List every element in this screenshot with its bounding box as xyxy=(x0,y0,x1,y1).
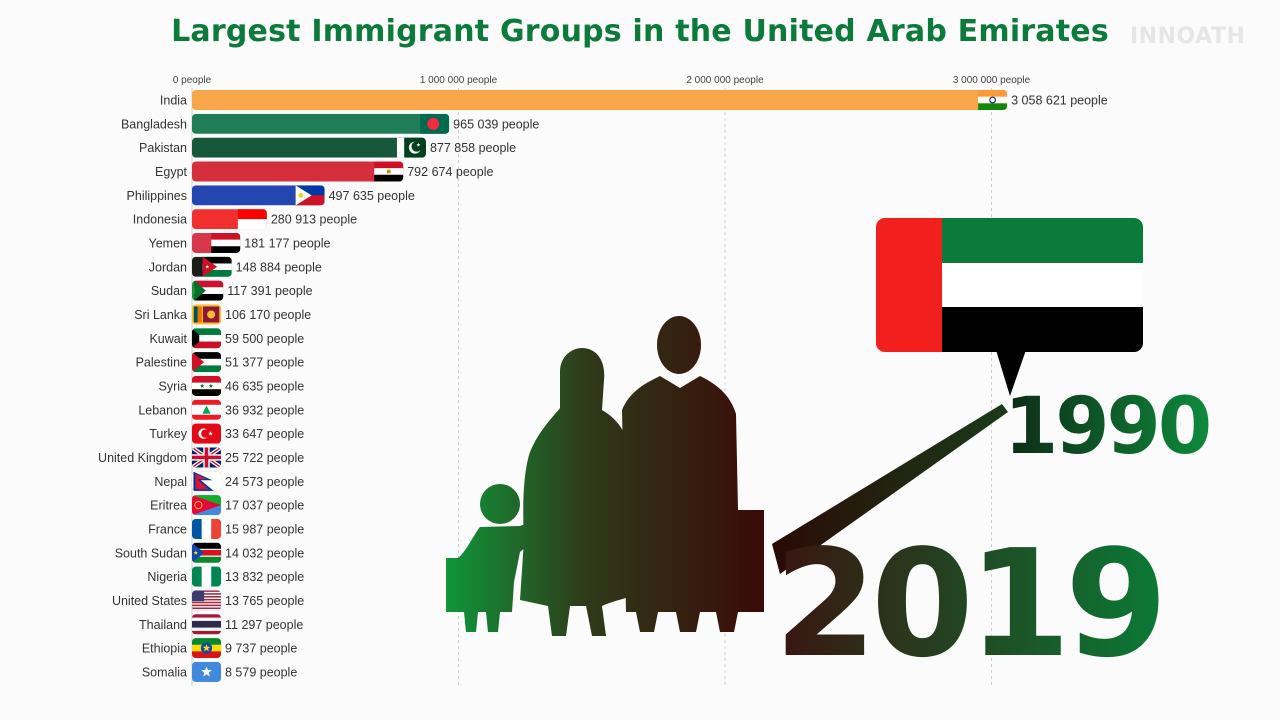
category-label: Somalia xyxy=(142,665,187,679)
connector-line xyxy=(772,404,1008,574)
category-label: Sudan xyxy=(151,284,187,298)
somalia-flag xyxy=(192,661,221,682)
category-label: Eritrea xyxy=(150,499,187,513)
category-label: India xyxy=(160,94,187,108)
category-label: South Sudan xyxy=(115,546,187,560)
year-current-label: 2019 xyxy=(774,518,1168,690)
philippines-flag xyxy=(295,185,325,206)
thailand-flag xyxy=(192,614,221,635)
category-label: Palestine xyxy=(136,356,187,370)
nepal-flag xyxy=(192,471,221,492)
category-label: Turkey xyxy=(149,427,187,441)
syria-flag xyxy=(192,375,221,396)
x-tick-label: 3 000 000 people xyxy=(953,75,1031,86)
value-label: 13 832 people xyxy=(225,570,304,584)
category-label: United Kingdom xyxy=(98,451,187,465)
eritrea-flag xyxy=(192,495,221,516)
category-label: Yemen xyxy=(149,236,188,250)
category-label: Egypt xyxy=(155,165,187,179)
value-label: 148 884 people xyxy=(236,260,322,274)
value-label: 497 635 people xyxy=(329,189,415,203)
category-label: Jordan xyxy=(149,260,187,274)
bar xyxy=(192,161,404,182)
value-label: 117 391 people xyxy=(227,284,312,298)
value-label: 15 987 people xyxy=(225,522,304,536)
x-axis-ticks: 0 people 1 000 000 people 2 000 000 people… xyxy=(173,75,1031,86)
turkey-flag xyxy=(192,423,221,444)
bar xyxy=(192,185,325,206)
south-sudan-flag xyxy=(192,542,221,563)
palestine-flag xyxy=(192,352,221,373)
value-label: 877 858 people xyxy=(430,141,516,155)
value-label: 36 932 people xyxy=(225,403,304,417)
france-flag xyxy=(192,518,221,539)
chart-title: Largest Immigrant Groups in the United A… xyxy=(171,14,1109,49)
jordan-flag xyxy=(202,256,232,277)
bar xyxy=(192,113,450,134)
uae-flag-icon xyxy=(876,218,1143,396)
kuwait-flag xyxy=(192,328,221,349)
category-label: Syria xyxy=(159,379,188,393)
category-label: Sri Lanka xyxy=(134,308,187,322)
value-label: 3 058 621 people xyxy=(1011,94,1108,108)
india-flag xyxy=(978,90,1008,110)
category-label: United States xyxy=(112,594,187,608)
sudan-flag xyxy=(194,280,224,301)
value-label: 181 177 people xyxy=(244,236,330,250)
value-label: 106 170 people xyxy=(225,308,311,322)
indonesia-flag xyxy=(237,209,267,230)
category-label: Philippines xyxy=(127,189,187,203)
value-label: 11 297 people xyxy=(225,618,303,632)
category-label: Ethiopia xyxy=(142,642,187,656)
value-label: 792 674 people xyxy=(407,165,493,179)
category-label: Nigeria xyxy=(147,570,187,584)
speech-bubble-tail xyxy=(996,350,1026,396)
value-label: 8 579 people xyxy=(225,665,297,679)
bar xyxy=(192,137,426,158)
value-label: 965 039 people xyxy=(453,117,539,131)
value-label: 280 913 people xyxy=(271,213,357,227)
year-start-label: 1990 xyxy=(1004,382,1212,472)
lebanon-flag xyxy=(192,399,221,420)
value-label: 51 377 people xyxy=(225,356,304,370)
category-label: Bangladesh xyxy=(121,117,187,131)
bars xyxy=(192,90,1008,682)
value-label: 14 032 people xyxy=(225,546,304,560)
united-states-flag xyxy=(192,590,221,611)
value-label: 25 722 people xyxy=(225,451,304,465)
nigeria-flag xyxy=(192,566,221,587)
value-label: 59 500 people xyxy=(225,332,304,346)
watermark-logo: INNOATH xyxy=(1130,24,1246,49)
value-label: 17 037 people xyxy=(225,499,304,513)
value-label: 46 635 people xyxy=(225,379,304,393)
bangladesh-flag xyxy=(420,113,450,134)
ethiopia-flag xyxy=(192,638,221,659)
bar xyxy=(192,90,1008,110)
category-label: Lebanon xyxy=(138,403,187,417)
category-label: Pakistan xyxy=(139,141,187,155)
value-label: 33 647 people xyxy=(225,427,304,441)
value-label: 9 737 people xyxy=(225,642,297,656)
category-label: Indonesia xyxy=(133,213,187,227)
x-tick-label: 2 000 000 people xyxy=(686,75,764,86)
x-tick-label: 1 000 000 people xyxy=(420,75,498,86)
category-label: Thailand xyxy=(139,618,187,632)
united-kingdom-flag xyxy=(192,447,221,468)
family-silhouette-icon xyxy=(446,316,764,636)
category-label: Nepal xyxy=(154,475,187,489)
labels: India 3 058 621 people Bangladesh 965 039 p… xyxy=(98,94,1108,680)
egypt-flag xyxy=(374,161,404,182)
category-label: France xyxy=(148,522,187,536)
category-label: Kuwait xyxy=(149,332,187,346)
x-tick-label: 0 people xyxy=(173,75,212,86)
pakistan-flag xyxy=(396,137,426,158)
sri-lanka-flag xyxy=(192,304,221,325)
yemen-flag xyxy=(211,232,241,253)
value-label: 13 765 people xyxy=(225,594,304,608)
value-label: 24 573 people xyxy=(225,475,304,489)
